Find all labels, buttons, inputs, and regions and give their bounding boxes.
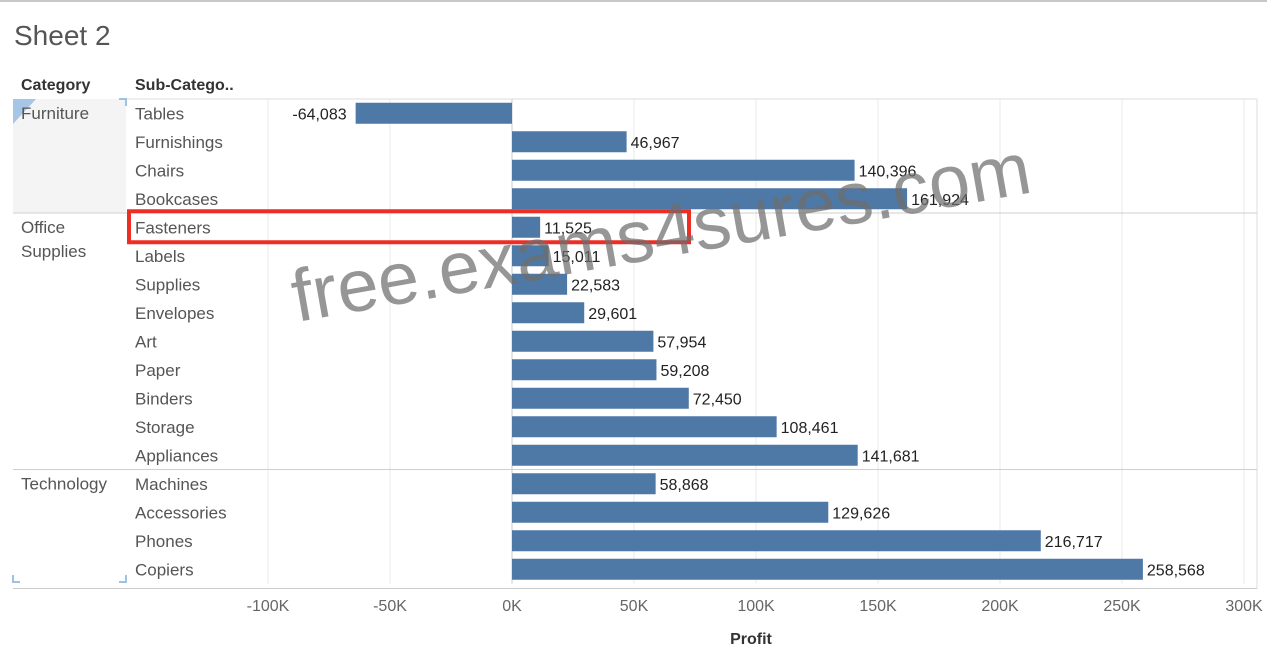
profit-bar[interactable] [512, 245, 549, 267]
subcategory-label[interactable]: Accessories [135, 503, 227, 522]
subcategory-label[interactable]: Supplies [135, 275, 200, 294]
bar-value-label: 141,681 [862, 448, 920, 465]
category-label: Furniture [21, 104, 89, 123]
bar-value-label: 11,525 [544, 220, 592, 237]
bar-value-label: 59,208 [660, 363, 709, 380]
bar-value-label: 140,396 [859, 163, 917, 180]
bar-value-label: 46,967 [631, 135, 680, 152]
subcategory-label[interactable]: Appliances [135, 446, 218, 465]
x-tick-label: -50K [373, 598, 407, 615]
selection-corner-mark [119, 575, 127, 583]
subcategory-label[interactable]: Tables [135, 104, 184, 123]
subcategory-label[interactable]: Binders [135, 389, 193, 408]
bar-value-label: 22,583 [571, 277, 620, 294]
x-tick-label: 150K [859, 598, 897, 615]
subcategory-label[interactable]: Paper [135, 361, 181, 380]
x-axis-title[interactable]: Profit [730, 631, 772, 648]
profit-bar[interactable] [512, 159, 855, 181]
selection-corner-mark [119, 98, 127, 106]
profit-bar[interactable] [512, 558, 1143, 580]
profit-bar[interactable] [355, 102, 512, 124]
profit-bar[interactable] [512, 359, 657, 381]
bar-value-label: 216,717 [1045, 534, 1103, 551]
profit-bar[interactable] [512, 530, 1041, 552]
profit-bar[interactable] [512, 216, 541, 238]
selection-corner-mark [13, 99, 36, 124]
x-tick-label: 100K [737, 598, 775, 615]
category-label: Technology [21, 475, 108, 494]
subcategory-label[interactable]: Phones [135, 532, 193, 551]
subcategory-label[interactable]: Labels [135, 247, 185, 266]
profit-bar[interactable] [512, 387, 689, 409]
x-tick-label: 200K [981, 598, 1019, 615]
profit-bar[interactable] [512, 501, 829, 523]
profit-bar[interactable] [512, 273, 568, 295]
bar-value-label: 58,868 [660, 477, 709, 494]
subcategory-label[interactable]: Bookcases [135, 190, 218, 209]
subcategory-label[interactable]: Envelopes [135, 304, 214, 323]
profit-bar[interactable] [512, 473, 656, 495]
bar-value-label: 161,924 [911, 192, 969, 209]
x-tick-label: -100K [247, 598, 290, 615]
profit-bar[interactable] [512, 188, 908, 210]
category-column-header[interactable]: Category [21, 77, 91, 94]
bar-value-label: -64,083 [292, 106, 346, 123]
sheet-title: Sheet 2 [14, 20, 111, 51]
bar-value-label: 258,568 [1147, 562, 1205, 579]
highlight-box [127, 209, 691, 245]
profit-bar[interactable] [512, 416, 777, 438]
x-tick-label: 250K [1103, 598, 1141, 615]
selection-corner-mark [12, 575, 20, 583]
x-tick-label: 50K [620, 598, 649, 615]
bar-value-label: 72,450 [693, 391, 742, 408]
x-tick-label: 0K [502, 598, 522, 615]
subcategory-label[interactable]: Art [135, 332, 157, 351]
subcategory-label[interactable]: Fasteners [135, 218, 211, 237]
profit-bar[interactable] [512, 131, 627, 153]
profit-bar[interactable] [512, 444, 858, 466]
x-tick-label: 300K [1225, 598, 1263, 615]
subcategory-column-header[interactable]: Sub-Catego.. [135, 77, 234, 94]
subcategory-label[interactable]: Chairs [135, 161, 184, 180]
top-rule [0, 0, 1267, 2]
bar-value-label: 129,626 [832, 505, 890, 522]
subcategory-label[interactable]: Machines [135, 475, 208, 494]
profit-bar[interactable] [512, 302, 585, 324]
bar-value-label: 29,601 [588, 306, 637, 323]
bar-value-label: 57,954 [657, 334, 706, 351]
bar-value-label: 108,461 [781, 420, 839, 437]
subcategory-label[interactable]: Copiers [135, 560, 194, 579]
subcategory-label[interactable]: Furnishings [135, 133, 223, 152]
category-label: Office Supplies [21, 218, 86, 261]
profit-bar[interactable] [512, 330, 654, 352]
subcategory-label[interactable]: Storage [135, 418, 195, 437]
bar-value-label: 15,011 [553, 249, 601, 266]
category-cell-shade [13, 99, 126, 213]
